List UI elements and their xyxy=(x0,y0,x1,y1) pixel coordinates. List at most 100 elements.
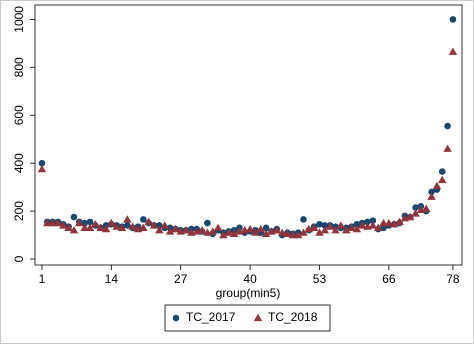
point xyxy=(53,218,63,227)
point xyxy=(336,221,346,229)
point xyxy=(331,226,340,234)
point xyxy=(438,175,447,184)
legend xyxy=(164,304,331,332)
point xyxy=(448,47,458,55)
x-tick-label: 40 xyxy=(243,272,257,286)
point xyxy=(96,223,105,232)
point xyxy=(309,223,319,232)
point xyxy=(374,223,383,232)
point xyxy=(123,215,132,223)
point xyxy=(43,218,52,227)
legend-marker xyxy=(253,313,263,322)
point xyxy=(272,226,281,234)
x-tick-label: 53 xyxy=(313,272,327,286)
point xyxy=(288,230,298,239)
point xyxy=(101,224,111,233)
point xyxy=(277,228,287,236)
legend-label: TC_2018 xyxy=(268,310,318,324)
point xyxy=(320,226,330,234)
point xyxy=(181,226,191,234)
point xyxy=(107,218,116,227)
point xyxy=(69,226,79,234)
point xyxy=(411,209,420,217)
point xyxy=(443,144,452,152)
point xyxy=(315,228,324,236)
point xyxy=(155,226,164,234)
y-tick-label: 600 xyxy=(12,105,26,125)
y-tick-label: 1000 xyxy=(12,6,26,33)
point xyxy=(432,181,442,190)
point xyxy=(75,218,84,227)
point xyxy=(156,222,163,229)
point xyxy=(364,218,371,226)
point xyxy=(384,218,394,227)
point xyxy=(144,217,153,226)
point xyxy=(149,221,159,229)
point xyxy=(37,164,47,173)
point xyxy=(229,229,239,237)
point xyxy=(256,224,265,233)
legend-label: TC_2017 xyxy=(186,310,236,324)
point xyxy=(59,221,68,229)
point xyxy=(422,204,431,212)
point xyxy=(325,222,335,230)
point xyxy=(316,220,323,228)
point xyxy=(219,230,228,239)
point xyxy=(224,228,233,236)
point xyxy=(353,220,361,228)
point xyxy=(213,223,223,232)
point xyxy=(262,224,270,232)
point xyxy=(369,217,377,224)
point xyxy=(171,224,180,233)
point xyxy=(80,223,89,232)
point xyxy=(347,223,356,232)
point xyxy=(406,212,415,221)
x-tick-label: 78 xyxy=(446,272,460,286)
point xyxy=(160,221,169,229)
point xyxy=(352,224,362,233)
legend-marker xyxy=(172,314,180,322)
point xyxy=(357,221,367,229)
point xyxy=(81,219,88,227)
x-tick-label: 27 xyxy=(174,272,188,286)
point xyxy=(390,220,399,228)
point xyxy=(85,223,95,232)
point xyxy=(197,226,207,234)
x-tick-label: 1 xyxy=(39,272,46,286)
point xyxy=(245,224,255,233)
point xyxy=(91,220,100,228)
point xyxy=(427,192,436,200)
x-tick-label: 14 xyxy=(105,272,119,286)
point xyxy=(341,226,351,234)
point xyxy=(208,227,217,235)
point xyxy=(395,217,404,226)
y-tick-label: 400 xyxy=(12,153,26,173)
y-tick-label: 200 xyxy=(12,201,26,221)
point xyxy=(64,223,73,232)
y-tick-label: 0 xyxy=(12,255,26,262)
point xyxy=(261,229,271,237)
point xyxy=(117,223,127,232)
point xyxy=(38,159,46,167)
point xyxy=(438,168,446,175)
point xyxy=(140,216,147,223)
point xyxy=(165,227,175,235)
point xyxy=(428,188,435,196)
point xyxy=(299,228,308,236)
point xyxy=(293,230,303,239)
point xyxy=(112,222,121,230)
point xyxy=(204,219,211,227)
point xyxy=(412,204,419,211)
point xyxy=(300,216,307,223)
y-tick-label: 800 xyxy=(12,57,26,77)
point xyxy=(251,228,260,236)
x-tick-label: 66 xyxy=(382,272,396,286)
point xyxy=(124,222,131,229)
point xyxy=(70,213,78,221)
point xyxy=(444,122,451,130)
x-axis-label: group(min5) xyxy=(216,286,281,300)
plot-area xyxy=(34,4,463,266)
point xyxy=(86,218,94,226)
point xyxy=(321,222,329,229)
